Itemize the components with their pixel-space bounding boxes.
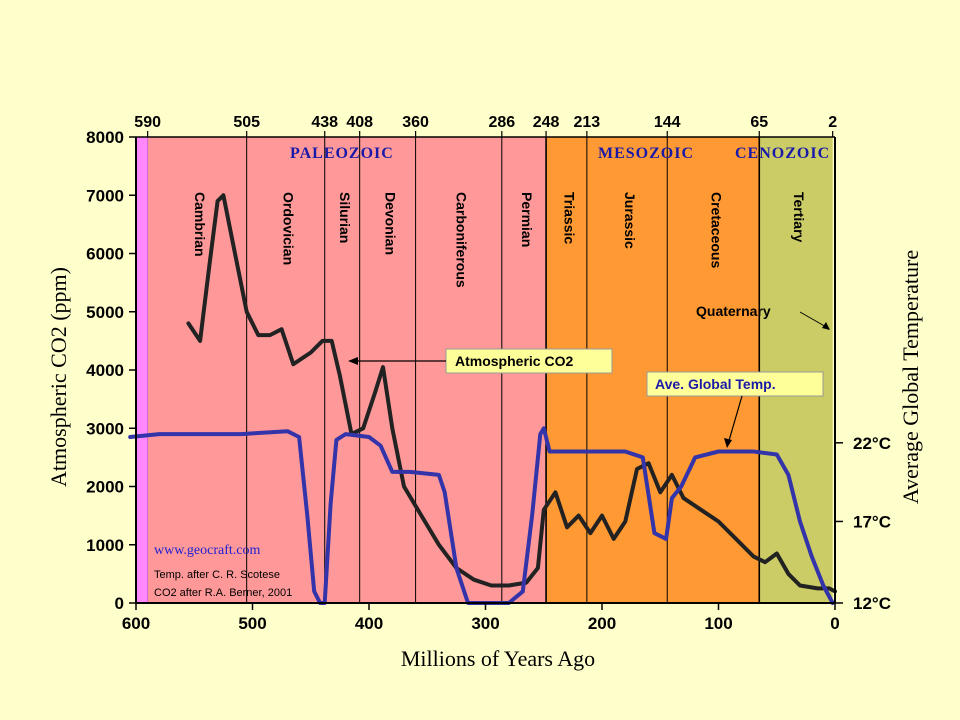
right-tick-label-17-c: 17°C — [853, 512, 891, 531]
top-tick-label-438: 438 — [311, 114, 338, 131]
top-tick-label-144: 144 — [654, 114, 681, 131]
precambrian-band — [136, 137, 148, 603]
y-axis-title: Atmospheric CO2 (ppm) — [46, 267, 71, 487]
x-tick-label-400: 400 — [355, 614, 383, 633]
source-note-temperature: Temp. after C. R. Scotese — [154, 569, 280, 581]
period-labels: Cambrian Ordovician Silurian Devonian Carbon… — [192, 192, 830, 330]
y-tick-label-8000: 8000 — [86, 128, 124, 147]
y-tick-label-7000: 7000 — [86, 186, 124, 205]
callouts: Atmospheric CO2 Ave. Global Temp. — [348, 348, 824, 448]
period-label-cretaceous: Cretaceous — [708, 192, 724, 268]
period-label-triassic: Triassic — [561, 192, 577, 244]
period-label-quaternary: Quaternary — [696, 303, 771, 319]
top-tick-label-65: 65 — [750, 114, 768, 131]
era-label-paleozoic: PALEOZOIC — [290, 145, 394, 162]
temp-callout-box — [646, 371, 824, 397]
co2-callout-box — [445, 348, 613, 374]
period-label-permian: Permian — [519, 192, 535, 247]
y-tick-label-0: 0 — [115, 594, 124, 613]
temp-callout-arrow-head — [724, 438, 732, 448]
top-tick-label-408: 408 — [346, 114, 373, 131]
y-tick-label-4000: 4000 — [86, 361, 124, 380]
top-tick-label-248: 248 — [533, 114, 560, 131]
right-tick-label-12-c: 12°C — [853, 594, 891, 613]
era-label-mesozoic: MESOZOIC — [598, 145, 694, 162]
x-tick-label-200: 200 — [588, 614, 616, 633]
right-axis-title: Average Global Temperature — [898, 250, 923, 504]
era-bands — [136, 137, 833, 603]
source-notes: www.geocraft.com Temp. after C. R. Scote… — [154, 543, 292, 599]
temp-callout-arrow-line — [727, 395, 743, 445]
co2-callout-arrow-head — [348, 357, 358, 365]
x-tick-label-600: 600 — [122, 614, 150, 633]
period-label-jurassic: Jurassic — [622, 192, 638, 249]
co2-callout-text: Atmospheric CO2 — [455, 353, 573, 369]
y-tick-label-6000: 6000 — [86, 245, 124, 264]
y-tick-label-2000: 2000 — [86, 478, 124, 497]
series-line-atmospheric-co2 — [186, 193, 837, 594]
x-axis-title: Millions of Years Ago — [401, 646, 595, 671]
era-label-cenozoic: CENOZOIC — [735, 145, 830, 162]
period-label-cambrian: Cambrian — [192, 192, 208, 257]
period-label-tertiary: Tertiary — [791, 192, 807, 243]
source-url: www.geocraft.com — [154, 543, 260, 558]
top-tick-label-213: 213 — [574, 114, 601, 131]
right-tick-label-22-c: 22°C — [853, 434, 891, 453]
top-tick-label-286: 286 — [488, 114, 515, 131]
source-note-co2: CO2 after R.A. Berner, 2001 — [154, 587, 292, 599]
top-tick-label-2: 2 — [828, 114, 837, 131]
quaternary-arrow-head — [822, 322, 830, 330]
period-label-carboniferous: Carboniferous — [454, 192, 470, 288]
period-label-ordovician: Ordovician — [281, 192, 297, 265]
x-tick-label-100: 100 — [704, 614, 732, 633]
top-tick-label-505: 505 — [233, 114, 260, 131]
x-tick-label-0: 0 — [830, 614, 839, 633]
x-tick-label-300: 300 — [471, 614, 499, 633]
y-tick-label-1000: 1000 — [86, 536, 124, 555]
period-label-silurian: Silurian — [337, 192, 353, 243]
period-label-devonian: Devonian — [383, 192, 399, 255]
era-band-cenozoic — [759, 137, 833, 603]
era-labels: PALEOZOIC MESOZOIC CENOZOIC — [290, 145, 830, 162]
temp-callout-text: Ave. Global Temp. — [655, 376, 776, 392]
y-tick-label-5000: 5000 — [86, 303, 124, 322]
quaternary-arrow-line — [799, 311, 829, 329]
top-tick-label-360: 360 — [402, 114, 429, 131]
y-tick-label-3000: 3000 — [86, 419, 124, 438]
top-tick-label-590: 590 — [134, 114, 161, 131]
x-tick-label-500: 500 — [238, 614, 266, 633]
